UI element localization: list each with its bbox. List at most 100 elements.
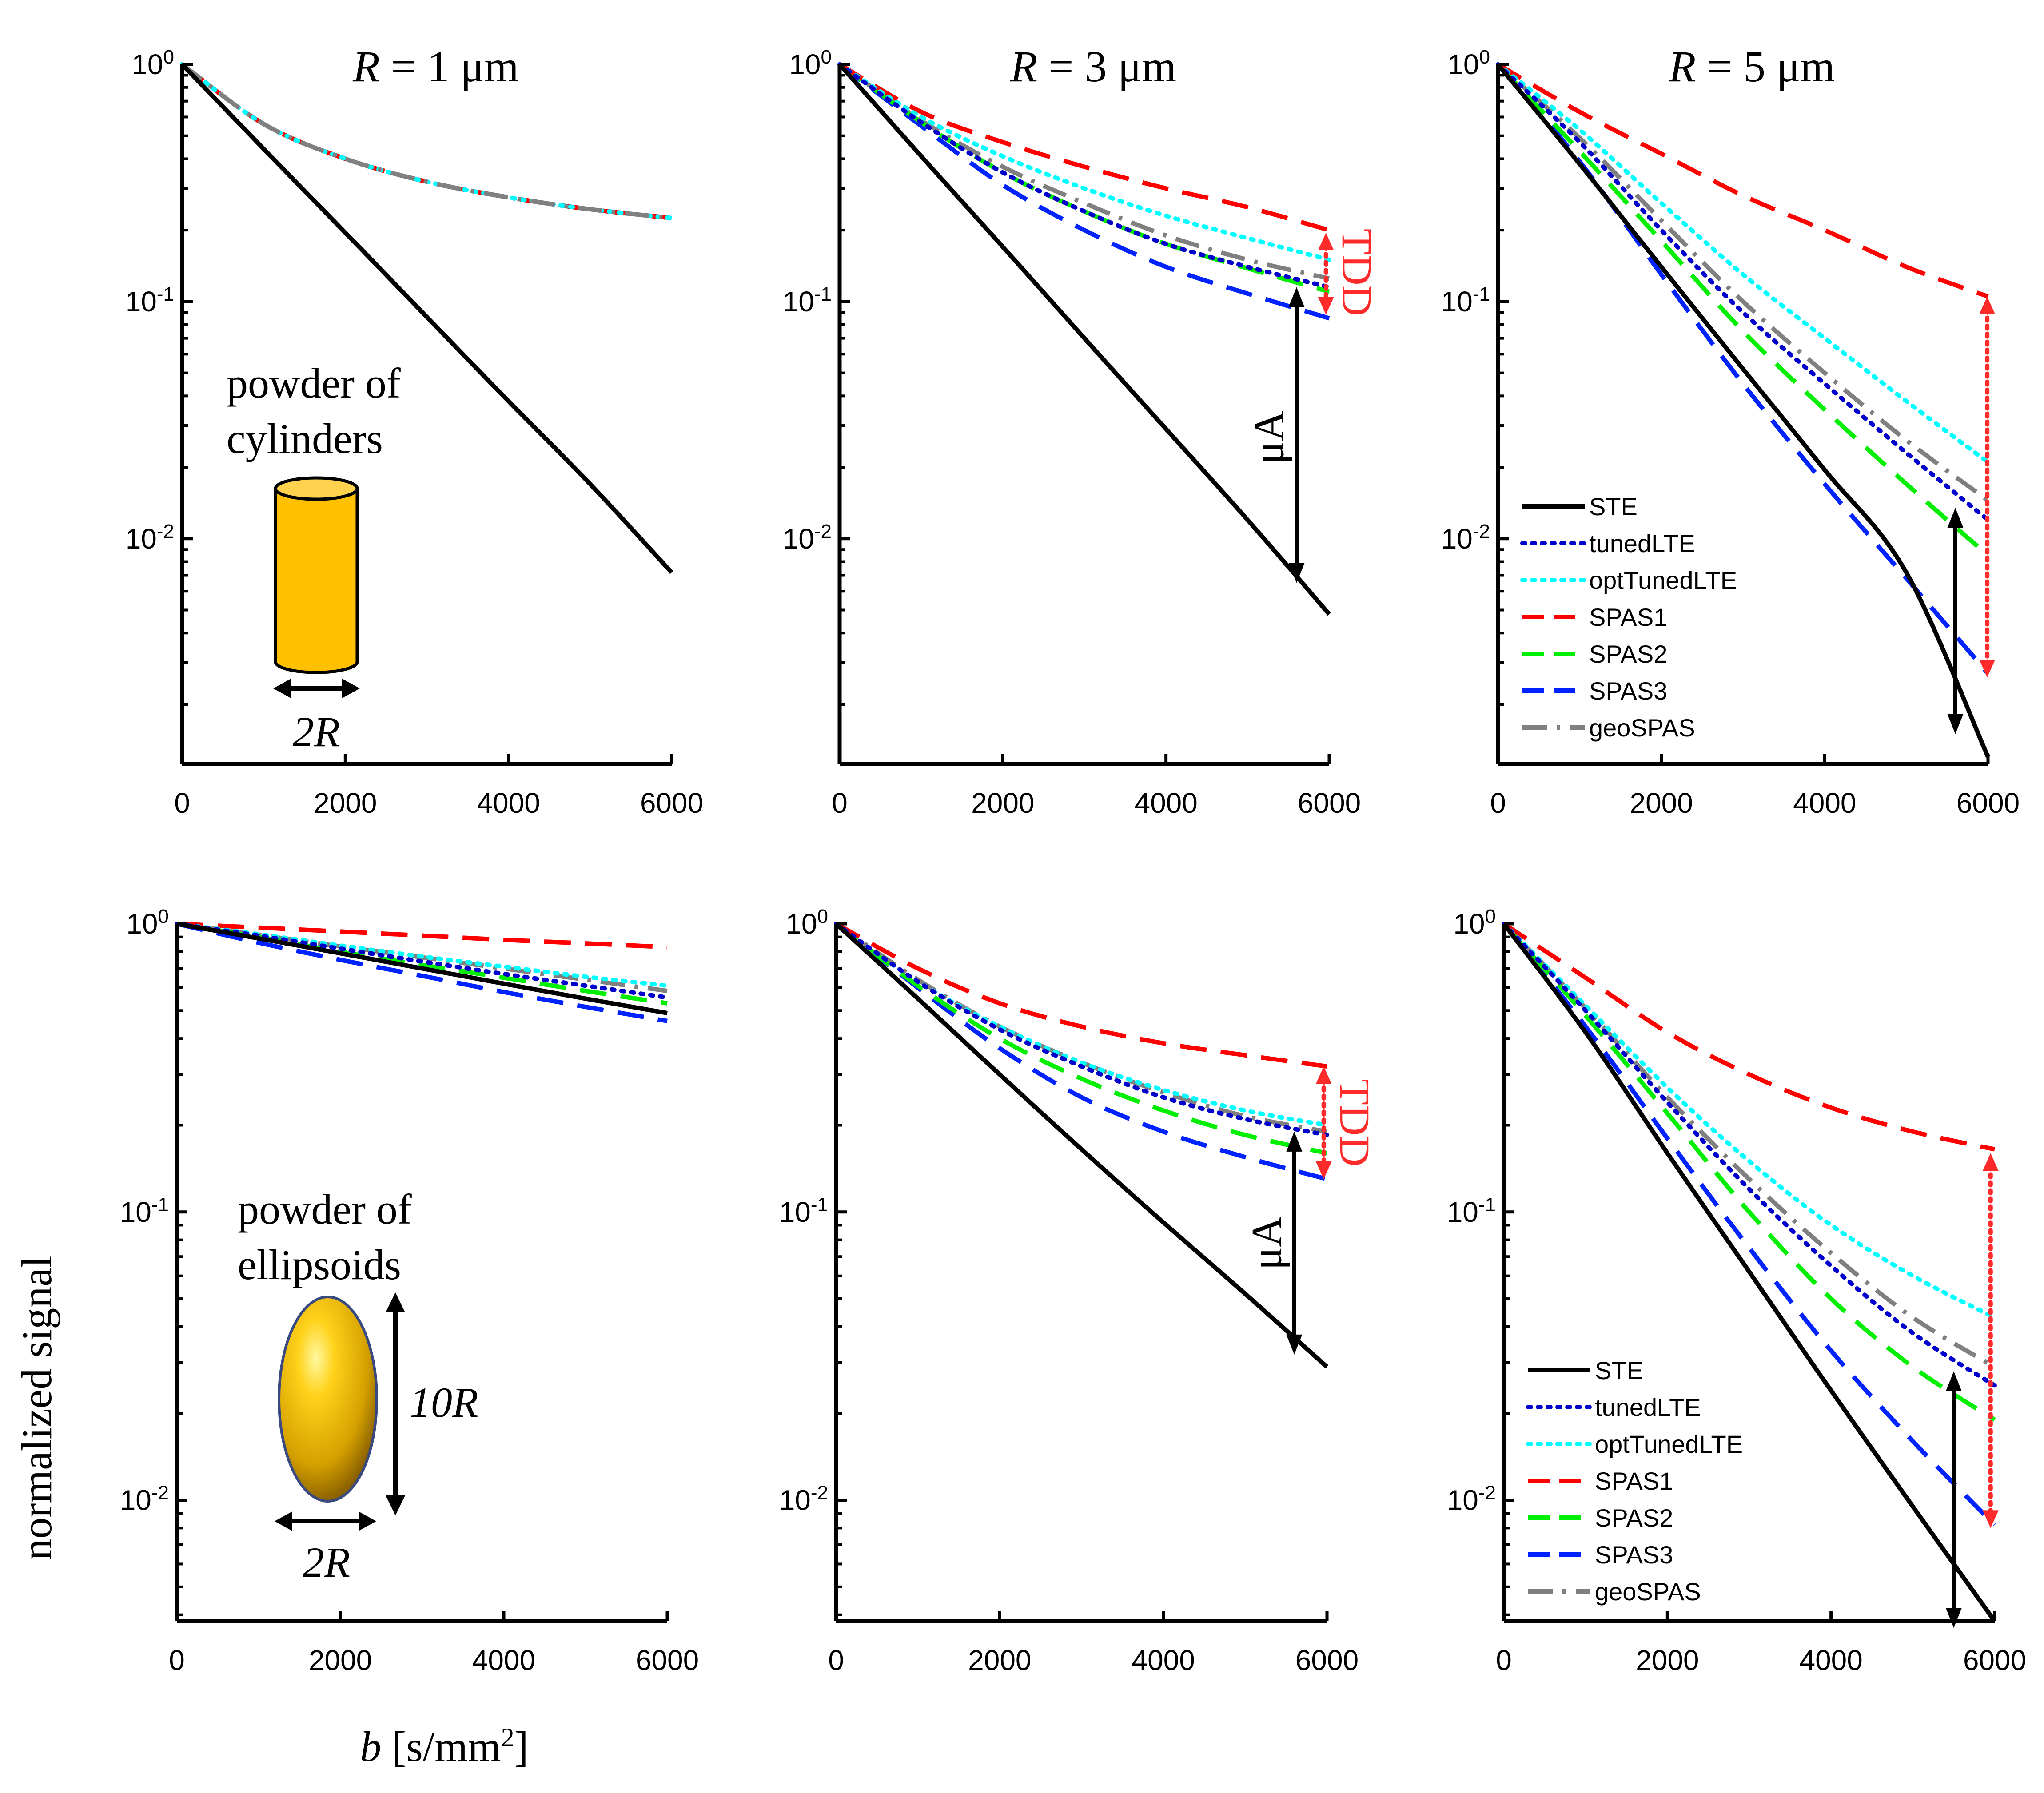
panel-top-middle-mua-arrow-head-top	[1288, 287, 1305, 307]
panel-top-middle-series-SPAS3	[838, 63, 1330, 321]
panel-top-middle-series-SPAS1	[838, 62, 1330, 233]
panel-top-middle-ytick-label: 10-2	[783, 520, 832, 555]
panel-bottom-right-xtick-label: 2000	[1636, 1644, 1699, 1676]
panel-top-right-series-STE	[1496, 63, 1990, 758]
panel-bottom-right-tdd-arrow	[1982, 1153, 1999, 1528]
panel-bottom-right-mua-arrow	[1945, 1371, 1962, 1628]
panel-top-middle-tdd-arrow	[1318, 233, 1334, 315]
ellipsoid-caption-line1: powder of	[238, 1185, 412, 1233]
panel-top-middle-series-STE	[838, 63, 1331, 616]
panel-bottom-left-ytick-label: 10-2	[120, 1482, 169, 1516]
panel-bottom-right-series-STE	[1502, 922, 1997, 1623]
ellipsoid-width-arrowhead-right	[359, 1511, 376, 1531]
panel-bottom-right-legend-label-SPAS2: SPAS2	[1595, 1504, 1673, 1532]
panel-bottom-middle-series-tunedLTE	[834, 922, 1329, 1137]
cylinder-top	[274, 476, 359, 501]
panel-bottom-right-series-SPAS1	[1502, 922, 1996, 1152]
x-axis-label: b [s/mm2]	[360, 1723, 528, 1770]
panel-bottom-left-series-STE	[176, 922, 668, 1015]
panel-bottom-right-legend-label-optTunedLTE: optTunedLTE	[1595, 1430, 1743, 1458]
panel-top-left-ytick-label: 10-2	[125, 520, 174, 555]
panel-bottom-left-series-SPAS1	[176, 922, 668, 950]
panel-bottom-left-ytick-label: 100	[126, 906, 169, 940]
panel-bottom-middle-series-SPAS2	[834, 922, 1328, 1156]
panel-top-middle-xtick-label: 4000	[1134, 787, 1197, 819]
panel-bottom-right-series-optTunedLTE	[1502, 922, 1997, 1320]
panel-bottom-middle-tdd-arrow-head-bottom	[1315, 1161, 1332, 1179]
panel-bottom-right-legend-label-STE: STE	[1595, 1356, 1643, 1384]
panel-top-middle-xtick-label: 6000	[1298, 787, 1361, 819]
cylinder-caption-line2: cylinders	[227, 415, 383, 462]
ellipsoid-inset: powder of ellipsoids 10R 2R	[238, 1185, 478, 1586]
panels: 0 2000 4000 6000 100 10-1 10-2 R = 1 μm 0 2000 400…	[120, 42, 2027, 1676]
cylinder-body	[274, 487, 359, 674]
panel-bottom-right-series-tunedLTE	[1502, 922, 1997, 1388]
panel-bottom-right-mua-arrow-head-bottom	[1945, 1608, 1962, 1628]
panel-top-middle: 0 2000 4000 6000 100 10-1 10-2 R = 3 μm μA TDD	[783, 42, 1381, 819]
panel-top-left-xtick-label: 6000	[640, 787, 703, 819]
panel-bottom-middle-ytick-label: 10-2	[779, 1482, 828, 1516]
panel-bottom-middle-tdd-arrow	[1315, 1066, 1332, 1179]
panel-top-right-ytick-label: 10-2	[1441, 520, 1490, 555]
panel-bottom-right: 0 2000 4000 6000 100 10-1 10-2 STE tunedLTE optTu…	[1447, 906, 2027, 1677]
panel-top-right-legend-label-SPAS2: SPAS2	[1589, 640, 1667, 668]
panel-top-middle-tdd-label: TDD	[1333, 229, 1381, 316]
panel-bottom-middle-xtick-label: 6000	[1295, 1644, 1359, 1676]
panel-top-left-xtick-label: 4000	[477, 787, 540, 819]
panel-bottom-middle-xtick-label: 4000	[1132, 1644, 1195, 1676]
panel-bottom-left: 0 2000 4000 6000 100 10-1 10-2	[120, 906, 699, 1677]
panel-bottom-left-series-tunedLTE	[175, 922, 669, 1000]
panel-top-right-legend-label-SPAS1: SPAS1	[1589, 603, 1667, 631]
panel-bottom-middle-series-STE	[834, 922, 1329, 1369]
panel-top-middle-series-SPAS2	[838, 62, 1330, 294]
panel-bottom-middle-mua-arrow-head-top	[1286, 1131, 1303, 1152]
panel-top-right-legend-label-tunedLTE: tunedLTE	[1589, 529, 1695, 557]
panel-bottom-middle-mua-arrow	[1286, 1131, 1303, 1355]
panel-top-middle-ytick-label: 10-1	[783, 283, 832, 318]
cylinder-caption-line1: powder of	[227, 359, 401, 407]
panel-bottom-right-xtick-label: 0	[1496, 1644, 1512, 1676]
panel-bottom-middle-series-SPAS1	[835, 922, 1327, 1069]
panel-bottom-right-legend-label-SPAS3: SPAS3	[1595, 1541, 1673, 1569]
ellipsoid-caption-line2: ellipsoids	[238, 1241, 401, 1288]
panel-bottom-right-ytick-label: 100	[1453, 906, 1496, 940]
panel-top-right-title: R = 5 μm	[1669, 42, 1835, 91]
panel-bottom-right-legend-label-tunedLTE: tunedLTE	[1595, 1393, 1701, 1421]
panel-bottom-middle-mua-arrow-head-bottom	[1286, 1334, 1303, 1355]
x-axis-label-close: ]	[514, 1723, 529, 1770]
panel-top-right-ytick-label: 100	[1447, 46, 1490, 81]
panel-top-right-xtick-label: 2000	[1630, 787, 1693, 819]
panel-bottom-right-legend: STE tunedLTE optTunedLTE SPAS1 SPAS2 SPAS3 geo…	[1526, 1356, 1743, 1606]
panel-top-right-xtick-label: 4000	[1793, 787, 1856, 819]
ellipsoid-height-label: 10R	[410, 1379, 478, 1426]
cylinder-dim-label: 2R	[293, 708, 340, 755]
x-axis-label-var: b	[360, 1723, 381, 1770]
cylinder-dim-arrowhead-right	[342, 679, 360, 698]
panel-top-middle-tdd-arrow-head-bottom	[1318, 297, 1334, 315]
panel-bottom-right-tdd-arrow-head-bottom	[1982, 1510, 1999, 1528]
panel-bottom-middle-tdd-label: TDD	[1331, 1079, 1379, 1166]
panel-bottom-right-series-SPAS3	[1502, 922, 1996, 1527]
panel-bottom-middle-xtick-label: 0	[828, 1644, 844, 1676]
panel-bottom-left-ytick-label: 10-1	[120, 1193, 169, 1228]
panel-top-middle-mua-arrow	[1288, 287, 1305, 583]
panel-bottom-right-mua-arrow-head-top	[1945, 1371, 1962, 1391]
panel-top-right-legend: STE tunedLTE optTunedLTE SPAS1 SPAS2 SPAS3 geo…	[1520, 493, 1737, 742]
panel-top-middle-mua-arrow-head-bottom	[1288, 563, 1305, 583]
x-axis-label-sup: 2	[501, 1723, 514, 1752]
panel-bottom-right-ytick-label: 10-2	[1447, 1482, 1496, 1516]
panel-bottom-middle: 0 2000 4000 6000 100 10-1 10-2 μA TDD	[779, 906, 1379, 1677]
panel-top-left-xtick-label: 0	[174, 787, 190, 819]
panel-bottom-left-xtick-label: 2000	[309, 1644, 372, 1676]
panel-top-right-tdd-arrow-head-bottom	[1979, 660, 1996, 678]
panel-top-right-series-optTunedLTE	[1496, 62, 1990, 465]
panel-bottom-left-xtick-label: 6000	[636, 1644, 699, 1676]
ellipsoid-width-label: 2R	[303, 1539, 351, 1586]
panel-top-right-mua-arrow	[1947, 508, 1964, 734]
cylinder-dim-arrowhead-left	[273, 679, 291, 698]
panel-top-right-legend-label-geoSPAS: geoSPAS	[1589, 714, 1695, 742]
ellipsoid-height-arrowhead-top	[386, 1292, 405, 1312]
panel-top-right-series-SPAS2	[1496, 63, 1990, 557]
panel-top-middle-series-tunedLTE	[837, 62, 1331, 290]
